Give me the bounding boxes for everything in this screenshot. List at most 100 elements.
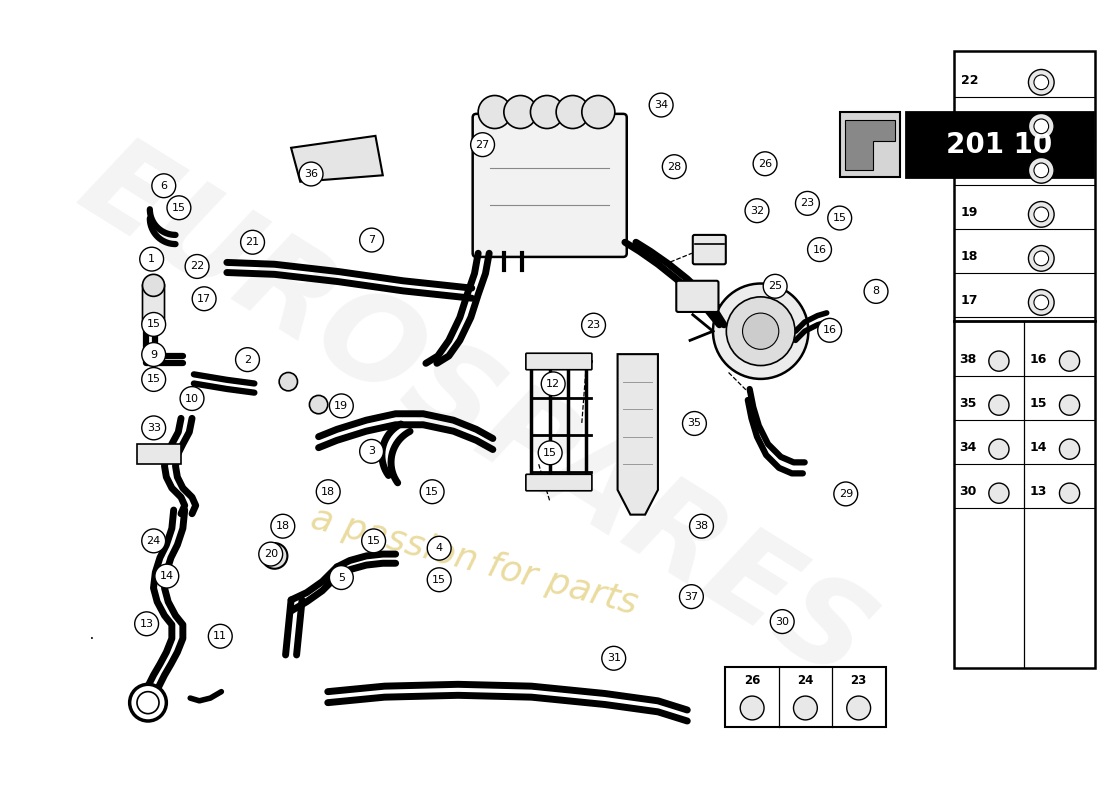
- Circle shape: [142, 529, 166, 553]
- Text: 18: 18: [276, 521, 290, 531]
- Circle shape: [807, 238, 832, 262]
- Circle shape: [134, 612, 158, 636]
- Text: 15: 15: [172, 202, 186, 213]
- Circle shape: [847, 696, 870, 720]
- Text: 15: 15: [425, 486, 439, 497]
- Circle shape: [541, 372, 565, 396]
- Text: 35: 35: [959, 397, 977, 410]
- Circle shape: [989, 483, 1009, 503]
- Text: 201 10: 201 10: [946, 130, 1053, 158]
- Circle shape: [155, 564, 178, 588]
- Circle shape: [138, 692, 160, 714]
- Circle shape: [1034, 119, 1048, 134]
- Polygon shape: [617, 354, 658, 514]
- FancyBboxPatch shape: [143, 283, 165, 326]
- Circle shape: [142, 416, 166, 440]
- Circle shape: [865, 279, 888, 303]
- Circle shape: [745, 198, 769, 222]
- Circle shape: [989, 439, 1009, 459]
- Circle shape: [142, 313, 166, 336]
- Circle shape: [420, 480, 444, 504]
- Circle shape: [241, 230, 264, 254]
- Text: 14: 14: [160, 571, 174, 581]
- Circle shape: [1034, 163, 1048, 178]
- Text: 38: 38: [694, 521, 708, 531]
- Circle shape: [1028, 158, 1054, 183]
- Circle shape: [140, 247, 164, 271]
- Circle shape: [742, 313, 779, 350]
- Circle shape: [1034, 295, 1048, 310]
- Circle shape: [649, 93, 673, 117]
- Circle shape: [795, 191, 820, 215]
- Text: 17: 17: [961, 294, 979, 307]
- Text: 12: 12: [546, 379, 560, 389]
- Text: 15: 15: [833, 213, 847, 223]
- Circle shape: [504, 95, 537, 129]
- Text: 25: 25: [768, 282, 782, 291]
- Text: 15: 15: [1030, 397, 1047, 410]
- Circle shape: [1059, 351, 1079, 371]
- Text: 21: 21: [961, 118, 979, 131]
- Circle shape: [185, 254, 209, 278]
- Circle shape: [834, 482, 858, 506]
- Text: 15: 15: [146, 319, 161, 330]
- Text: 15: 15: [366, 536, 381, 546]
- Circle shape: [602, 646, 626, 670]
- Text: 23: 23: [850, 674, 867, 687]
- Text: 30: 30: [776, 617, 789, 626]
- Circle shape: [271, 514, 295, 538]
- Text: 22: 22: [190, 262, 205, 271]
- Circle shape: [167, 196, 190, 220]
- FancyBboxPatch shape: [473, 114, 627, 257]
- FancyBboxPatch shape: [676, 281, 718, 312]
- Text: a passion for parts: a passion for parts: [307, 502, 641, 622]
- Circle shape: [557, 95, 590, 129]
- Text: 26: 26: [758, 158, 772, 169]
- Circle shape: [1034, 251, 1048, 266]
- FancyBboxPatch shape: [954, 51, 1094, 668]
- Text: 16: 16: [813, 245, 826, 254]
- Polygon shape: [845, 120, 894, 170]
- Circle shape: [1028, 70, 1054, 95]
- Text: 24: 24: [798, 674, 814, 687]
- Text: 23: 23: [801, 198, 814, 208]
- Circle shape: [713, 283, 808, 379]
- Circle shape: [427, 536, 451, 560]
- Text: 17: 17: [197, 294, 211, 304]
- Circle shape: [329, 394, 353, 418]
- Circle shape: [180, 386, 204, 410]
- Text: 37: 37: [684, 592, 699, 602]
- FancyBboxPatch shape: [526, 354, 592, 370]
- Text: 18: 18: [961, 250, 978, 263]
- Text: 19: 19: [961, 206, 978, 219]
- Circle shape: [763, 274, 788, 298]
- Text: 24: 24: [146, 536, 161, 546]
- Text: 9: 9: [150, 350, 157, 359]
- Text: 32: 32: [750, 206, 764, 216]
- Text: 8: 8: [872, 286, 880, 297]
- Text: 23: 23: [586, 320, 601, 330]
- Circle shape: [360, 439, 384, 463]
- Circle shape: [471, 133, 495, 157]
- Circle shape: [582, 314, 605, 337]
- Circle shape: [770, 610, 794, 634]
- Circle shape: [360, 228, 384, 252]
- Circle shape: [235, 348, 260, 371]
- Circle shape: [478, 95, 512, 129]
- Circle shape: [143, 274, 165, 296]
- Circle shape: [317, 480, 340, 504]
- Circle shape: [362, 529, 385, 553]
- Circle shape: [130, 684, 166, 721]
- Text: 13: 13: [140, 618, 154, 629]
- Text: 20: 20: [264, 549, 278, 559]
- FancyBboxPatch shape: [693, 235, 726, 264]
- Circle shape: [530, 95, 563, 129]
- Text: 27: 27: [475, 140, 490, 150]
- Text: 16: 16: [1030, 353, 1047, 366]
- Text: 31: 31: [607, 654, 620, 663]
- Circle shape: [1028, 290, 1054, 315]
- Text: 29: 29: [838, 489, 853, 499]
- Text: 35: 35: [688, 418, 702, 429]
- Circle shape: [1028, 246, 1054, 271]
- Polygon shape: [292, 136, 383, 182]
